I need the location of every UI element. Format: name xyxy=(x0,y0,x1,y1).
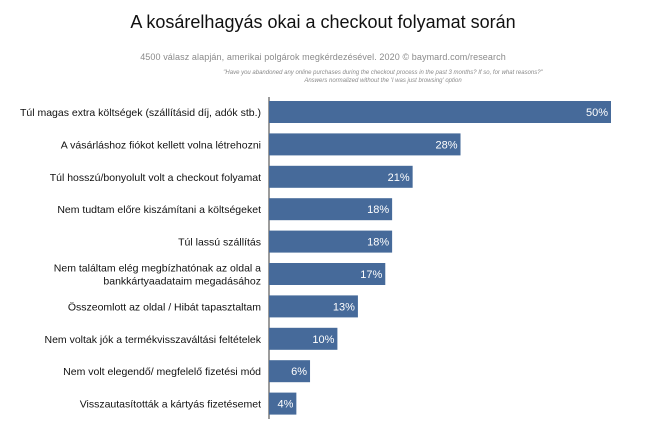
note-line-normalization: Answers normalized without the 'I was ju… xyxy=(304,78,462,84)
category-label-line: Összeomlott az oldal / Hibát tapasztalta… xyxy=(68,301,261,313)
category-label-line: Nem volt elegendő/ megfelelő fizetési mó… xyxy=(63,366,261,378)
note-line-question: "Have you abandoned any online purchases… xyxy=(223,70,543,76)
category-label-1: A vásárláshoz fiókot kellett volna létre… xyxy=(61,139,261,151)
value-label-9: 4% xyxy=(277,399,293,411)
value-label-7: 10% xyxy=(312,334,334,346)
bar-9 xyxy=(269,392,297,415)
category-label-9: Visszautasították a kártyás fizetésemet xyxy=(80,399,261,411)
category-label-2: Túl hosszú/bonyolult volt a checkout fol… xyxy=(50,172,261,184)
value-label-3: 18% xyxy=(367,204,389,216)
category-label-line: Túl hosszú/bonyolult volt a checkout fol… xyxy=(50,172,261,184)
category-label-0: Túl magas extra költségek (szállításid d… xyxy=(20,107,261,119)
bar-5 xyxy=(269,263,386,285)
category-label-4: Túl lassú szállítás xyxy=(178,237,261,249)
bar-2 xyxy=(269,165,413,188)
bar-8 xyxy=(269,360,311,383)
category-label-line: Túl lassú szállítás xyxy=(178,237,261,249)
category-label-line: Nem tudtam előre kiszámítani a költségek… xyxy=(57,204,261,216)
bar-7 xyxy=(269,327,338,350)
value-label-0: 50% xyxy=(586,107,608,119)
category-label-3: Nem tudtam előre kiszámítani a költségek… xyxy=(57,204,261,216)
chart-title: A kosárelhagyás okai a checkout folyamat… xyxy=(130,12,516,32)
bar-4 xyxy=(269,230,393,253)
category-label-8: Nem volt elegendő/ megfelelő fizetési mó… xyxy=(63,366,261,378)
category-label-6: Összeomlott az oldal / Hibát tapasztalta… xyxy=(68,301,261,313)
bar-0 xyxy=(269,101,611,123)
category-label-line: Nem találtam elég megbízhatónak az oldal… xyxy=(54,263,261,275)
category-label-line: A vásárláshoz fiókot kellett volna létre… xyxy=(61,139,261,151)
question-note: "Have you abandoned any online purchases… xyxy=(0,69,646,85)
bar-6 xyxy=(269,295,358,318)
category-label-line: Nem voltak jók a termékvisszaváltási fel… xyxy=(45,334,262,346)
value-label-8: 6% xyxy=(291,366,307,378)
category-label-line: Túl magas extra költségek (szállításid d… xyxy=(20,107,261,119)
value-label-5: 17% xyxy=(360,269,382,281)
category-label-line: Visszautasították a kártyás fizetésemet xyxy=(80,399,261,411)
value-label-6: 13% xyxy=(333,301,355,313)
value-label-1: 28% xyxy=(435,139,457,151)
category-label-5: Nem találtam elég megbízhatónak az oldal… xyxy=(54,263,261,288)
value-label-4: 18% xyxy=(367,237,389,249)
bar-3 xyxy=(269,198,393,221)
value-label-2: 21% xyxy=(388,172,410,184)
category-label-7: Nem voltak jók a termékvisszaváltási fel… xyxy=(45,334,262,346)
category-label-line: bankkártyaadataim megadásához xyxy=(103,276,261,288)
chart-subtitle: 4500 válasz alapján, amerikai polgárok m… xyxy=(140,52,506,62)
bar-1 xyxy=(269,133,461,156)
